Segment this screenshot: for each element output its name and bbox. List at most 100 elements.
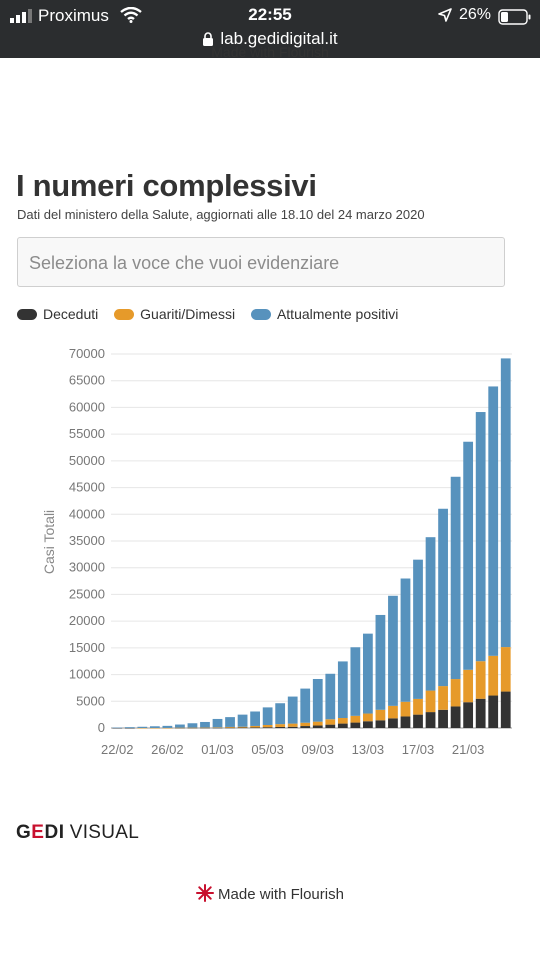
bar-segment: [375, 709, 386, 721]
bar-segment: [413, 698, 423, 715]
y-tick-label: 60000: [69, 399, 105, 414]
bar-segment: [225, 726, 235, 728]
gedi-brand-sub: VISUAL: [69, 822, 140, 843]
page-title: I numeri complessivi: [16, 168, 317, 203]
bar-segment: [450, 706, 461, 728]
x-tick-label: 05/03: [251, 742, 284, 757]
wifi-icon: [120, 7, 142, 23]
y-tick-label: 25000: [69, 586, 105, 601]
y-axis-label: Casi Totali: [41, 510, 57, 574]
bar-segment: [425, 712, 436, 728]
bar-segment: [237, 714, 248, 727]
page-subtitle: Dati del ministero della Salute, aggiorn…: [17, 207, 425, 222]
bar-segment: [250, 727, 260, 728]
x-tick-label: 09/03: [301, 742, 334, 757]
x-tick-label: 01/03: [201, 742, 234, 757]
bar-segment: [350, 715, 361, 723]
bar-segment: [325, 673, 336, 720]
bar-segment: [287, 723, 298, 727]
x-tick-label: 22/02: [101, 742, 134, 757]
bar-segment: [500, 647, 511, 692]
bar-segment: [175, 724, 185, 728]
bar-segment: [300, 688, 311, 723]
bar-segment: [400, 578, 411, 702]
y-tick-label: 0: [98, 720, 105, 735]
legend-swatch-guariti: [114, 309, 135, 320]
bar-segment: [137, 727, 148, 729]
legend-item-guariti[interactable]: Guariti/Dimessi: [114, 306, 235, 322]
y-tick-label: 20000: [69, 613, 105, 628]
bar-segment: [413, 714, 423, 728]
bar-segment: [262, 724, 273, 728]
bar-segment: [488, 655, 499, 696]
made-with-flourish-top[interactable]: Made with Flourish: [211, 44, 329, 60]
bar-segment: [438, 508, 448, 687]
x-tick-label: 21/03: [452, 742, 485, 757]
y-tick-label: 30000: [69, 560, 105, 575]
battery-percent: 26%: [459, 6, 492, 23]
bar-segment: [162, 725, 173, 728]
legend-item-deceduti[interactable]: Deceduti: [17, 306, 98, 322]
bar-segment: [275, 724, 286, 727]
bar-segment: [162, 727, 173, 729]
bar-segment: [137, 726, 148, 728]
bar-segment: [475, 698, 486, 728]
y-tick-label: 55000: [69, 426, 105, 441]
chart-legend: Deceduti Guariti/Dimessi Attualmente pos…: [17, 306, 410, 322]
bar-segment: [337, 717, 348, 724]
bar-segment: [250, 725, 260, 728]
bar-segment: [438, 709, 448, 728]
bar-segment: [112, 727, 123, 729]
y-tick-label: 45000: [69, 480, 105, 495]
legend-item-positivi[interactable]: Attualmente positivi: [250, 306, 399, 322]
gedi-visual-logo[interactable]: GEDI VISUAL: [16, 822, 139, 844]
bar-segment: [363, 633, 373, 714]
bar-segment: [450, 476, 461, 680]
bar-segment: [337, 661, 348, 718]
bar-segment: [312, 721, 323, 726]
bar-segment: [375, 614, 386, 710]
bar-segment: [312, 725, 323, 728]
bar-segment: [300, 726, 311, 728]
bar-segment: [212, 727, 223, 729]
y-tick-label: 15000: [69, 640, 105, 655]
stacked-bar-chart: 0 5000 10000 15000 20000 25000 30000 35000 40000…: [41, 346, 512, 757]
legend-swatch-deceduti: [17, 309, 37, 320]
address-bar[interactable]: lab.gedidigital.it: [0, 29, 540, 49]
bar-segment: [388, 705, 398, 719]
bar-segment: [187, 723, 198, 728]
bar-segment: [388, 595, 398, 706]
bar-segment: [124, 727, 135, 728]
clock: 22:55: [248, 5, 292, 24]
y-tick-label: 65000: [69, 373, 105, 388]
bar-segment: [400, 701, 411, 717]
bar-segment: [187, 727, 198, 729]
legend-label-guariti: Guariti/Dimessi: [140, 306, 236, 322]
bar-segment: [363, 721, 373, 728]
bar-segment: [363, 713, 373, 722]
bar-segment: [325, 719, 336, 725]
lock-icon: [203, 32, 214, 46]
status-bar: Proximus 22:55 26% lab.gedidigital.it: [0, 0, 540, 58]
bar-segment: [200, 727, 210, 729]
flourish-star-icon: [196, 884, 215, 902]
legend-label-positivi: Attualmente positivi: [276, 306, 399, 322]
bar-segment: [112, 727, 123, 729]
bar-segment: [275, 703, 286, 725]
legend-label-deceduti: Deceduti: [43, 306, 99, 322]
bar-segment: [312, 678, 323, 722]
made-with-flourish[interactable]: Made with Flourish: [0, 884, 540, 903]
y-tick-label: 5000: [76, 693, 105, 708]
bar-segment: [237, 727, 248, 729]
bar-segment: [500, 691, 511, 728]
bar-segment: [438, 686, 448, 710]
y-tick-label: 70000: [69, 346, 105, 361]
highlight-select[interactable]: Seleziona la voce che vuoi evidenziare: [17, 237, 505, 287]
bar-segment: [350, 722, 361, 728]
bar-segment: [463, 669, 474, 703]
bar-segment: [337, 723, 348, 728]
bar-segment: [463, 441, 474, 670]
bar-segment: [225, 727, 235, 729]
y-tick-label: 40000: [69, 506, 105, 521]
bar-segment: [488, 695, 499, 728]
